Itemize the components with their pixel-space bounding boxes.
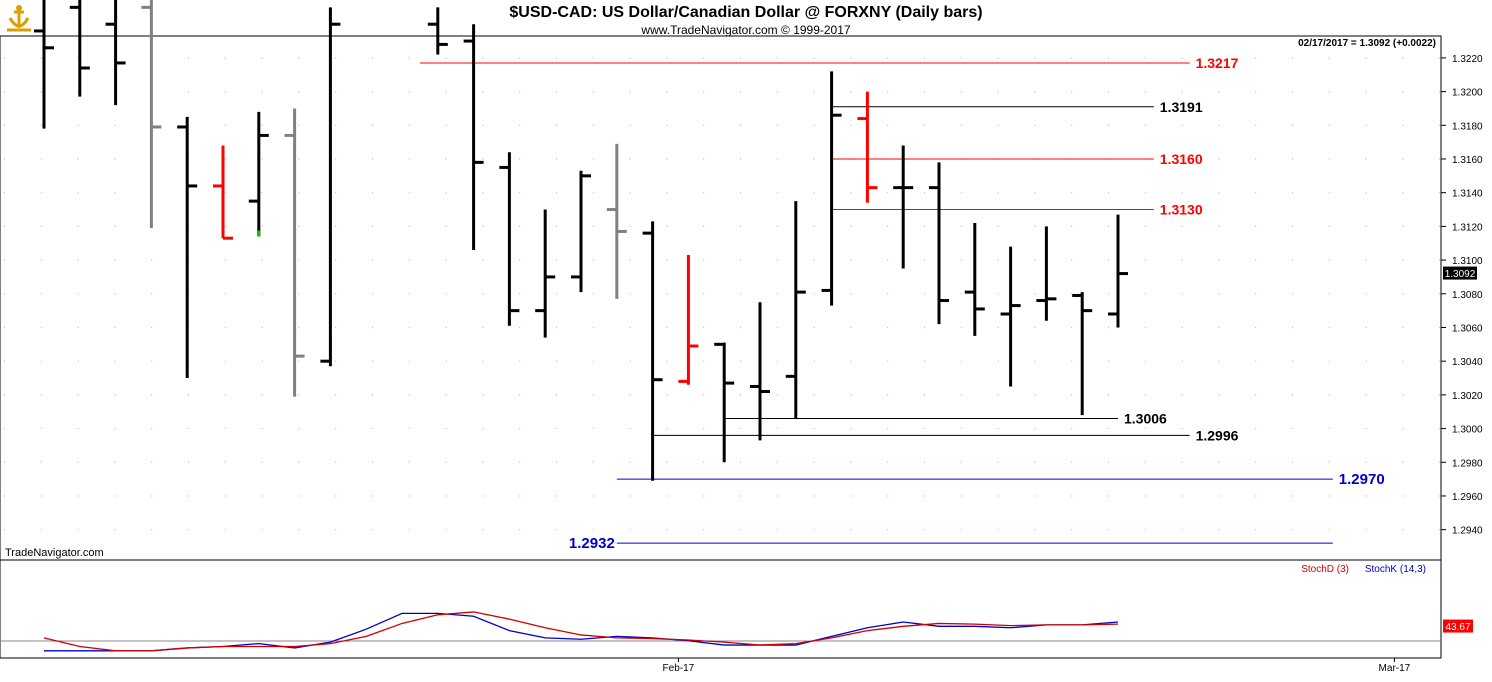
ohlc-bar-24 [893,145,914,269]
stoch-d-line [43,611,1119,652]
copyright-text: www.TradeNavigator.com © 1999-2017 [640,23,850,37]
anchor-sailboat-icon [4,4,34,34]
stoch-k-line [44,612,1119,652]
legend-stoch-k: StochK (14,3) [1365,564,1426,575]
level-label-1: 1.3191 [1160,99,1203,115]
ohlc-bar-21 [785,201,806,419]
y-tick-label-0: 1.2940 [1452,526,1483,537]
ohlc-bar-15 [571,170,591,293]
y-tick-label-6: 1.3060 [1452,323,1483,334]
y-tick-label-1: 1.2960 [1452,492,1483,503]
ohlc-bar-16 [606,143,627,299]
ohlc-bar-19 [714,342,735,463]
y-tick-label-7: 1.3080 [1452,290,1483,301]
ohlc-bar-26 [964,223,985,336]
level-label-5: 1.2996 [1196,427,1239,443]
ohlc-bar-0 [34,0,54,129]
ohlc-bar-7 [284,108,305,397]
ohlc-bar-4 [177,116,198,379]
current-price-label: 1.3092 [1445,269,1476,280]
logo [4,4,34,34]
stochastic-pane: StochD (3) StochK (14,3) 43.67 [0,559,1473,659]
y-tick-label-5: 1.3040 [1452,357,1483,368]
stoch-value-box: 43.67 [1443,619,1473,633]
y-tick-label-3: 1.3000 [1452,425,1483,436]
ohlc-bar-29 [1072,292,1093,416]
y-tick-label-9: 1.3120 [1452,222,1483,233]
y-tick-label-14: 1.3220 [1452,54,1483,65]
ohlc-bar-6 [248,111,269,237]
ohlc-bar-12 [463,24,484,250]
last-quote-text: 02/17/2017 = 1.3092 (+0.0022) [1298,38,1436,49]
ohlc-bar-14 [535,209,556,338]
ohlc-bar-20 [750,302,770,441]
price-pane-border [0,35,1442,561]
stochastic-pane-border [0,559,1442,659]
level-label-3: 1.3130 [1160,202,1203,218]
ohlc-bar-1 [69,0,90,97]
ohlc-bar-25 [929,162,949,325]
y-tick-label-11: 1.3160 [1452,155,1483,166]
price-pane: 1.2940 1.2960 1.2980 1.3000 1.3020 1.3040 1.30… [0,0,1483,561]
level-lines: 1.3217 1.3191 1.3160 1.3130 1.3006 1.2996 1.29… [419,55,1385,552]
level-label-6: 1.2970 [1339,471,1385,488]
ohlc-bar-28 [1036,226,1057,321]
x-tick-label-1: Mar-17 [1379,663,1411,674]
ohlc-bar-23 [857,91,878,203]
y-tick-label-2: 1.2980 [1452,458,1483,469]
ohlc-bar-8 [320,7,341,367]
level-label-0: 1.3217 [1196,55,1239,71]
level-label-2: 1.3160 [1160,151,1203,167]
ohlc-bar-2 [105,0,126,106]
ohlc-bar-17 [642,221,663,481]
chart-title: $USD-CAD: US Dollar/Canadian Dollar @ FO… [509,4,982,21]
y-tick-label-4: 1.3020 [1452,391,1483,402]
current-price-box: 1.3092 [1443,266,1477,280]
ohlc-bar-3 [141,0,162,229]
level-label-4: 1.3006 [1124,410,1167,426]
ohlc-bar-27 [1000,246,1021,387]
stochastic-lines [43,611,1119,652]
price-grid [4,57,1440,531]
level-label-7: 1.2932 [569,535,615,552]
ohlc-bar-11 [427,7,448,55]
price-axis: 1.2940 1.2960 1.2980 1.3000 1.3020 1.3040 1.30… [1441,54,1483,537]
x-tick-label-0: Feb-17 [663,663,695,674]
ohlc-bar-18 [678,255,699,385]
y-tick-label-13: 1.3200 [1452,88,1483,99]
y-tick-label-8: 1.3100 [1452,256,1483,267]
y-tick-label-12: 1.3180 [1452,121,1483,132]
stoch-value-label: 43.67 [1445,622,1470,633]
legend-stoch-d: StochD (3) [1301,564,1349,575]
date-axis: Feb-17 Mar-17 [663,658,1411,674]
watermark: TradeNavigator.com [5,547,104,559]
ohlc-bar-13 [499,152,520,326]
ohlc-bar-5 [213,145,233,240]
y-tick-label-10: 1.3140 [1452,189,1483,200]
ohlc-bar-30 [1108,214,1128,328]
price-bars [34,0,1128,481]
ohlc-bar-22 [821,71,842,306]
